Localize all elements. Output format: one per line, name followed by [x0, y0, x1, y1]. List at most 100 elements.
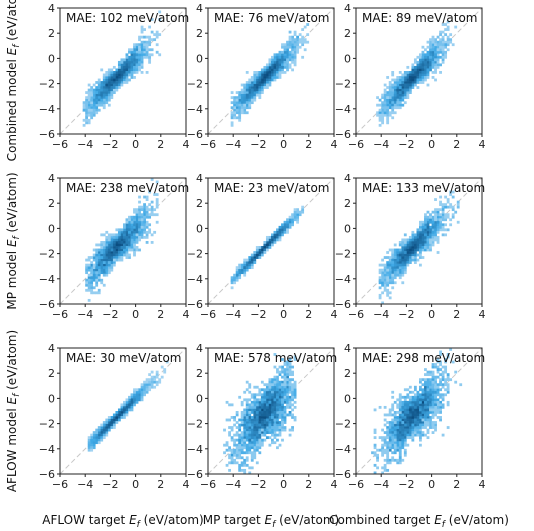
hist-bin	[112, 251, 116, 254]
hist-bin	[140, 388, 144, 392]
hist-bin	[441, 375, 445, 379]
hist-bin	[263, 241, 267, 244]
hist-bin	[135, 400, 139, 404]
y-tick-label: −2	[39, 78, 55, 91]
hist-bin	[288, 398, 292, 402]
hist-bin	[429, 383, 432, 387]
hist-bin	[421, 395, 425, 399]
hist-bin	[120, 408, 124, 412]
hist-bin	[406, 431, 410, 434]
hist-bin	[123, 251, 126, 254]
hist-bin	[291, 403, 294, 407]
hist-bin	[396, 438, 400, 442]
hist-bin	[401, 251, 405, 254]
hist-bin	[281, 398, 284, 402]
hist-bin	[426, 378, 430, 382]
hist-bin	[130, 395, 134, 399]
y-tick-label: −4	[335, 443, 351, 456]
hist-bin	[424, 421, 427, 424]
hist-bin	[140, 65, 144, 69]
hist-bin	[403, 438, 407, 442]
hist-bin	[388, 256, 392, 259]
hist-bin	[381, 271, 385, 275]
hist-bin	[434, 421, 437, 424]
hist-bin	[413, 73, 417, 77]
hist-bin	[406, 261, 410, 264]
hist-bin	[100, 86, 104, 89]
hist-bin	[97, 261, 101, 264]
hist-bin	[255, 73, 259, 77]
hist-bin	[424, 76, 427, 79]
hist-bin	[95, 243, 99, 247]
hist-bin	[245, 91, 249, 94]
hist-bin	[421, 241, 425, 244]
x-tick-label: 0	[132, 308, 139, 321]
hist-bin	[424, 238, 427, 242]
hist-bin	[230, 428, 234, 432]
hist-bin	[128, 71, 131, 74]
hist-bin	[401, 81, 405, 84]
hist-bin	[117, 246, 121, 249]
hist-bin	[268, 238, 272, 242]
hist-bin	[286, 363, 289, 366]
hist-bin	[263, 413, 267, 417]
hist-bin	[107, 73, 111, 77]
hist-bin	[408, 405, 412, 409]
hist-bin	[248, 405, 252, 409]
hist-bin	[87, 441, 91, 445]
hist-bin	[123, 233, 126, 237]
hist-bin	[95, 256, 99, 259]
hist-bin	[92, 273, 96, 277]
hist-bin	[120, 228, 124, 232]
hist-bin	[263, 383, 267, 387]
hist-bin	[102, 106, 106, 110]
hist-bin	[441, 43, 445, 47]
hist-bin	[424, 400, 427, 404]
hist-bin	[90, 116, 94, 120]
hist-bin	[105, 235, 109, 239]
hist-bin	[286, 360, 289, 364]
hist-bin	[424, 418, 427, 422]
hist-bin	[398, 413, 402, 417]
hist-bin	[424, 383, 427, 387]
hist-bin	[260, 91, 264, 94]
hist-bin	[90, 101, 94, 105]
hist-bin	[419, 248, 422, 252]
hist-bin	[128, 246, 131, 249]
hist-bin	[158, 380, 162, 384]
hist-bin	[125, 230, 129, 234]
hist-bin	[281, 68, 284, 72]
hist-bin	[406, 251, 410, 254]
hist-bin	[459, 383, 463, 387]
hist-bin	[271, 243, 274, 247]
hist-bin	[396, 411, 400, 414]
hist-bin	[107, 261, 111, 264]
hist-bin	[431, 60, 435, 64]
hist-bin	[396, 268, 400, 272]
hist-bin	[110, 73, 114, 77]
hist-bin	[268, 76, 272, 79]
hist-bin	[283, 411, 287, 414]
hist-bin	[419, 228, 422, 232]
hist-bin	[419, 53, 422, 57]
y-tick-label: 4	[48, 2, 55, 15]
hist-bin	[431, 365, 435, 369]
hist-bin	[271, 408, 274, 412]
hist-bin	[378, 263, 382, 267]
hist-bin	[120, 60, 124, 64]
hist-bin	[391, 451, 395, 455]
hist-bin	[439, 380, 442, 384]
hist-bin	[253, 83, 257, 87]
hist-bin	[263, 65, 267, 69]
hist-bin	[105, 78, 109, 82]
y-tick-label: −6	[335, 128, 351, 141]
hist-bin	[444, 393, 448, 397]
hist-bin	[391, 408, 395, 412]
hist-bin	[105, 88, 109, 92]
hist-bin	[283, 413, 287, 417]
hist-bin	[276, 428, 279, 432]
hist-bin	[446, 205, 450, 209]
hist-bin	[398, 76, 402, 79]
hist-bin	[240, 451, 244, 455]
